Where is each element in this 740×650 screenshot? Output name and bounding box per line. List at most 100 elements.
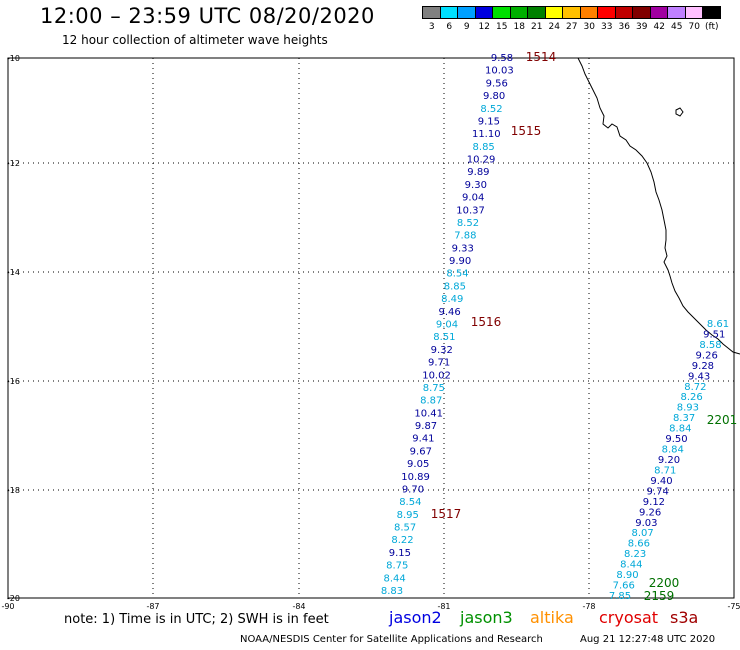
legend-label: 18 bbox=[513, 22, 525, 32]
swh-label: 7.66 bbox=[613, 581, 635, 592]
swh-label: 9.05 bbox=[407, 459, 429, 470]
legend-label: 3 bbox=[428, 22, 435, 32]
lat-label: -18 bbox=[7, 486, 20, 495]
footer-note: note: 1) Time is in UTC; 2) SWH is in fe… bbox=[64, 612, 329, 627]
swh-label: 9.43 bbox=[688, 371, 710, 382]
legend-swatch bbox=[702, 6, 721, 19]
legend-label: 36 bbox=[618, 22, 630, 32]
swh-label: 8.54 bbox=[399, 497, 421, 508]
swh-label: 9.89 bbox=[467, 167, 489, 178]
legend-label: 42 bbox=[653, 22, 665, 32]
legend-label: 24 bbox=[548, 22, 560, 32]
swh-label: 10.02 bbox=[422, 370, 451, 381]
swh-label: 8.58 bbox=[699, 340, 721, 351]
swh-label: 9.03 bbox=[635, 518, 657, 529]
lat-label: -14 bbox=[7, 268, 20, 277]
swh-label: 10.89 bbox=[401, 472, 430, 483]
swh-label: 9.12 bbox=[643, 497, 665, 508]
swh-label: 8.51 bbox=[433, 332, 455, 343]
swh-label: 8.26 bbox=[680, 392, 702, 403]
page-title: 12:00 – 23:59 UTC 08/20/2020 bbox=[40, 4, 375, 28]
swh-label: 8.22 bbox=[391, 535, 413, 546]
swh-label: 9.71 bbox=[428, 358, 450, 369]
lon-label: -84 bbox=[292, 602, 305, 611]
legend-label: 6 bbox=[446, 22, 453, 32]
swh-label: 8.71 bbox=[654, 465, 676, 476]
satellite-jason2: jason2 bbox=[389, 608, 442, 627]
time-label: 2201 bbox=[707, 413, 738, 427]
map-frame bbox=[7, 57, 735, 599]
swh-label: 9.15 bbox=[478, 116, 500, 127]
legend-label: 33 bbox=[601, 22, 613, 32]
swh-label: 8.75 bbox=[386, 561, 408, 572]
swh-label: 10.37 bbox=[456, 205, 485, 216]
time-label: 2200 bbox=[649, 576, 680, 590]
swh-label: 8.84 bbox=[662, 445, 684, 456]
swh-label: 8.37 bbox=[673, 413, 695, 424]
swh-label: 8.49 bbox=[441, 294, 463, 305]
swh-label: 9.40 bbox=[650, 476, 672, 487]
satellite-s3a: s3a bbox=[670, 608, 699, 627]
lon-label: -87 bbox=[146, 602, 159, 611]
swh-label: 8.95 bbox=[397, 510, 419, 521]
swh-label: 9.56 bbox=[486, 78, 508, 89]
time-label: 2159 bbox=[644, 589, 675, 603]
swh-label: 9.51 bbox=[703, 329, 725, 340]
swh-label: 9.33 bbox=[452, 243, 474, 254]
lat-label: -20 bbox=[7, 594, 20, 603]
legend-label: 45 bbox=[671, 22, 683, 32]
swh-label: 9.74 bbox=[647, 486, 669, 497]
swh-label: 8.75 bbox=[423, 383, 445, 394]
swh-label: 9.67 bbox=[410, 446, 432, 457]
swh-label: 9.41 bbox=[412, 434, 434, 445]
swh-label: 8.87 bbox=[420, 396, 442, 407]
satellite-jason3: jason3 bbox=[460, 608, 513, 627]
swh-label: 8.84 bbox=[669, 424, 691, 435]
swh-label: 9.26 bbox=[639, 507, 661, 518]
swh-label: 8.90 bbox=[616, 570, 638, 581]
track-labels: 9.5810.039.569.808.529.1511.108.8510.299… bbox=[381, 50, 737, 603]
swh-label: 8.72 bbox=[684, 382, 706, 393]
time-label: 1517 bbox=[431, 507, 462, 521]
time-label: 1516 bbox=[471, 315, 502, 329]
legend-label: 12 bbox=[478, 22, 490, 32]
legend-label: 15 bbox=[496, 22, 508, 32]
legend-label: (ft) bbox=[704, 22, 719, 32]
satellite-cryosat: cryosat bbox=[599, 608, 659, 627]
swh-label: 9.58 bbox=[491, 53, 513, 64]
swh-label: 8.66 bbox=[628, 539, 650, 550]
satellite-altika: altika bbox=[530, 608, 574, 627]
time-label: 1514 bbox=[526, 50, 557, 64]
swh-label: 10.29 bbox=[467, 155, 496, 166]
swh-label: 9.32 bbox=[431, 345, 453, 356]
swh-label: 9.80 bbox=[483, 91, 505, 102]
swh-label: 9.90 bbox=[449, 256, 471, 267]
time-label: 1515 bbox=[511, 124, 542, 138]
generation-timestamp: Aug 21 12:27:48 UTC 2020 bbox=[580, 634, 716, 645]
swh-label: 9.04 bbox=[436, 320, 458, 331]
swh-label: 8.07 bbox=[631, 528, 653, 539]
swh-label: 9.28 bbox=[692, 361, 714, 372]
island bbox=[675, 107, 684, 117]
legend-label: 70 bbox=[688, 22, 700, 32]
coastline bbox=[577, 57, 740, 355]
swh-label: 7.85 bbox=[609, 591, 631, 602]
swh-label: 8.44 bbox=[383, 573, 405, 584]
swh-label: 9.04 bbox=[462, 193, 484, 204]
swh-label: 8.54 bbox=[446, 269, 468, 280]
swh-label: 10.41 bbox=[414, 408, 443, 419]
swh-label: 8.57 bbox=[394, 523, 416, 534]
swh-label: 9.20 bbox=[658, 455, 680, 466]
legend-label: 39 bbox=[636, 22, 648, 32]
swh-label: 10.03 bbox=[485, 66, 514, 77]
swh-label: 9.46 bbox=[438, 307, 460, 318]
legend-label: 21 bbox=[531, 22, 543, 32]
page-subtitle: 12 hour collection of altimeter wave hei… bbox=[62, 33, 328, 47]
legend-label: 27 bbox=[566, 22, 578, 32]
swh-label: 11.10 bbox=[472, 129, 501, 140]
swh-label: 7.88 bbox=[454, 231, 476, 242]
lon-label: -78 bbox=[582, 602, 595, 611]
lon-label: -75 bbox=[727, 602, 740, 611]
swh-label: 9.70 bbox=[402, 484, 424, 495]
